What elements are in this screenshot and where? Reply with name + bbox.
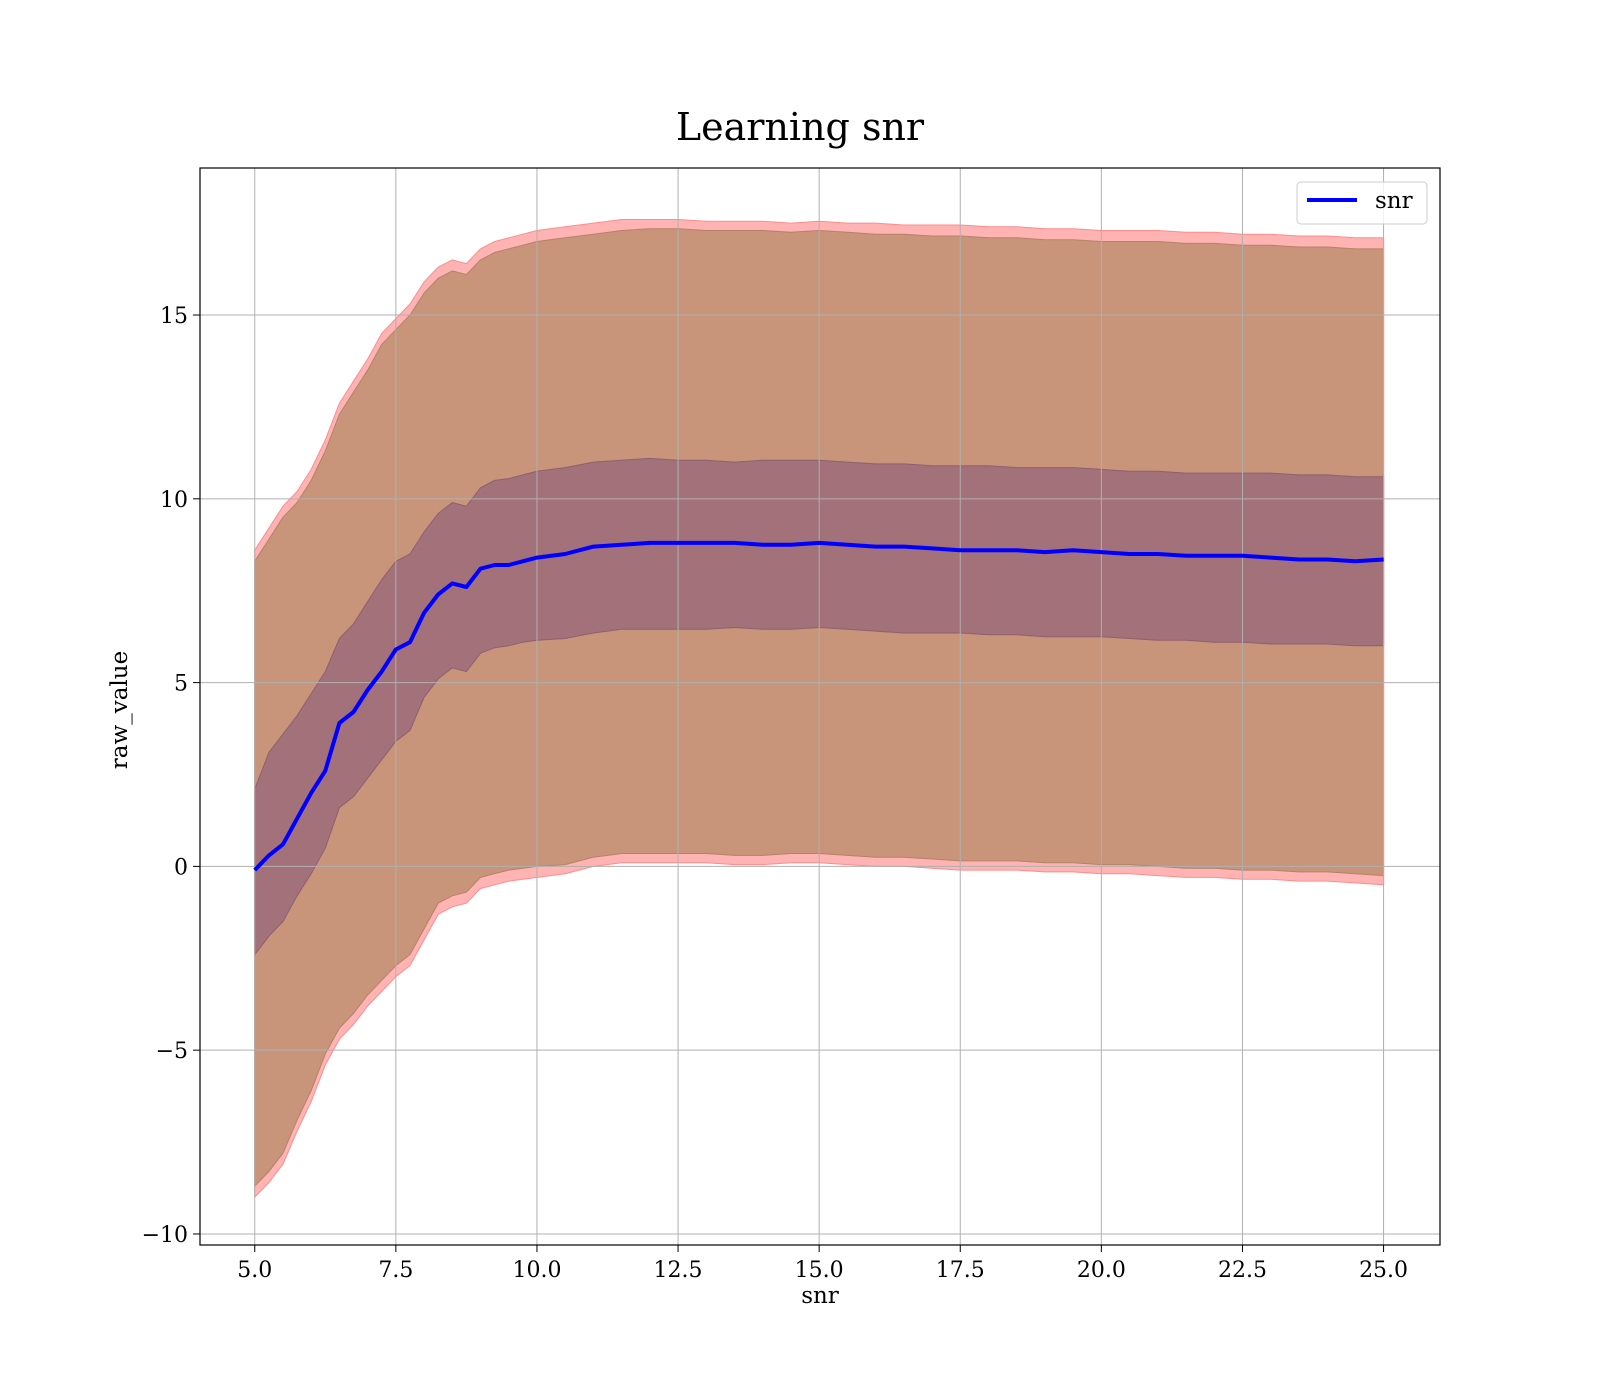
y-tick-label: 5 bbox=[174, 672, 188, 697]
y-tick-label: −5 bbox=[156, 1039, 188, 1064]
x-axis-label: snr bbox=[801, 1283, 839, 1309]
y-tick-label: 10 bbox=[160, 488, 188, 513]
legend-box bbox=[1296, 181, 1428, 225]
x-tick-label: 17.5 bbox=[936, 1258, 985, 1283]
y-tick-label: 15 bbox=[160, 304, 188, 329]
y-axis-label: raw_value bbox=[107, 651, 133, 769]
x-tick-label: 10.0 bbox=[512, 1258, 561, 1283]
x-tick-label: 7.5 bbox=[378, 1258, 413, 1283]
x-tick-label: 20.0 bbox=[1077, 1258, 1126, 1283]
x-tick-label: 12.5 bbox=[654, 1258, 703, 1283]
x-tick-label: 25.0 bbox=[1359, 1258, 1408, 1283]
chart-title: Learning snr bbox=[676, 105, 925, 149]
axes-frame bbox=[199, 167, 1441, 1246]
x-tick-label: 15.0 bbox=[795, 1258, 844, 1283]
legend: snr bbox=[1296, 181, 1428, 225]
x-tick-label: 22.5 bbox=[1218, 1258, 1267, 1283]
plot-area: 5.0 7.5 10.0 12.5 15.0 17.5 20.0 22.5 25.0 −10 −5 0… bbox=[142, 167, 1441, 1283]
y-tick-label: −10 bbox=[142, 1223, 188, 1248]
legend-label-snr: snr bbox=[1375, 188, 1413, 214]
x-tick-label: 5.0 bbox=[237, 1258, 272, 1283]
y-tick-label: 0 bbox=[174, 855, 188, 880]
series-line-snr bbox=[253, 540, 1384, 872]
